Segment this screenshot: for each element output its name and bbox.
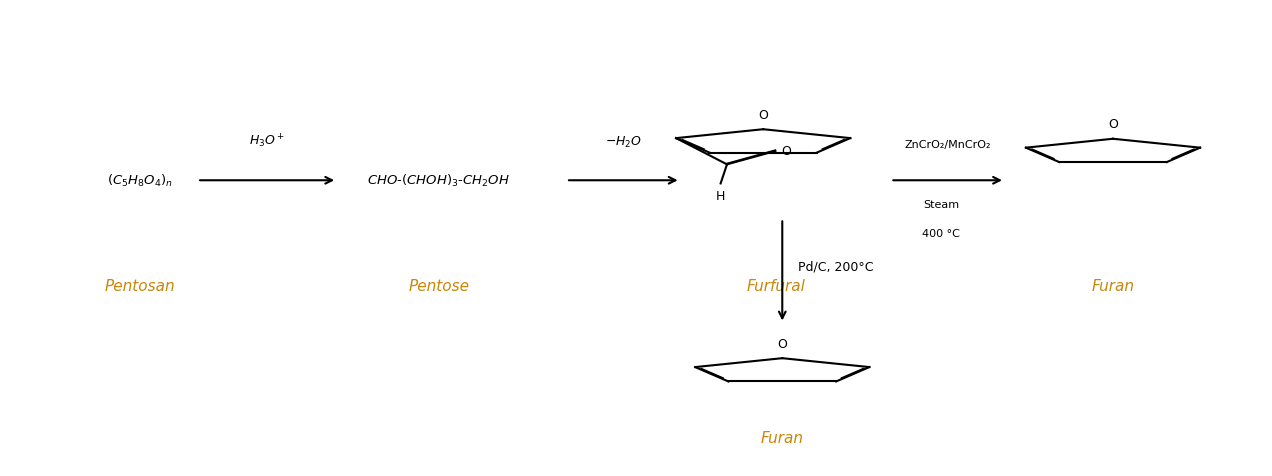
Text: 400 °C: 400 °C: [922, 228, 960, 238]
Text: $-H_2O$: $-H_2O$: [604, 135, 642, 150]
Text: O: O: [782, 145, 791, 158]
Text: $CHO\text{-}(CHOH)_3\text{-}CH_2OH$: $CHO\text{-}(CHOH)_3\text{-}CH_2OH$: [368, 173, 510, 189]
Text: O: O: [1108, 118, 1118, 131]
Text: O: O: [777, 337, 787, 350]
Text: Furan: Furan: [1091, 278, 1135, 293]
Text: $(C_5H_8O_4)_n$: $(C_5H_8O_4)_n$: [107, 173, 173, 189]
Text: Pd/C, 200°C: Pd/C, 200°C: [798, 260, 873, 273]
Text: H: H: [716, 190, 725, 203]
Text: Pentosan: Pentosan: [104, 278, 176, 293]
Text: O: O: [758, 109, 768, 121]
Text: Furan: Furan: [761, 430, 804, 446]
Text: ZnCrO₂/MnCrO₂: ZnCrO₂/MnCrO₂: [904, 140, 991, 150]
Text: Steam: Steam: [923, 200, 959, 210]
Text: Pentose: Pentose: [408, 278, 469, 293]
Text: Furfural: Furfural: [747, 278, 805, 293]
Text: $H_3O^+$: $H_3O^+$: [249, 133, 285, 150]
